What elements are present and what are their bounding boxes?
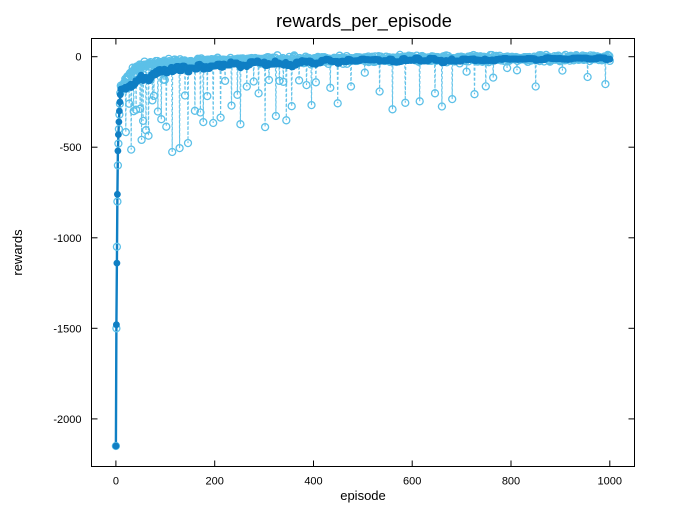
svg-text:600: 600 xyxy=(403,476,421,488)
svg-text:200: 200 xyxy=(206,476,224,488)
svg-text:-500: -500 xyxy=(59,142,81,154)
svg-text:rewards_per_episode: rewards_per_episode xyxy=(276,10,452,32)
svg-text:-1500: -1500 xyxy=(53,323,81,335)
svg-text:-1000: -1000 xyxy=(53,233,81,245)
svg-text:800: 800 xyxy=(502,476,520,488)
svg-text:rewards: rewards xyxy=(10,229,25,276)
svg-text:0: 0 xyxy=(75,52,81,64)
svg-text:-2000: -2000 xyxy=(53,414,81,426)
svg-text:0: 0 xyxy=(113,476,119,488)
svg-text:1000: 1000 xyxy=(598,476,622,488)
svg-text:400: 400 xyxy=(304,476,322,488)
svg-text:episode: episode xyxy=(340,488,386,503)
